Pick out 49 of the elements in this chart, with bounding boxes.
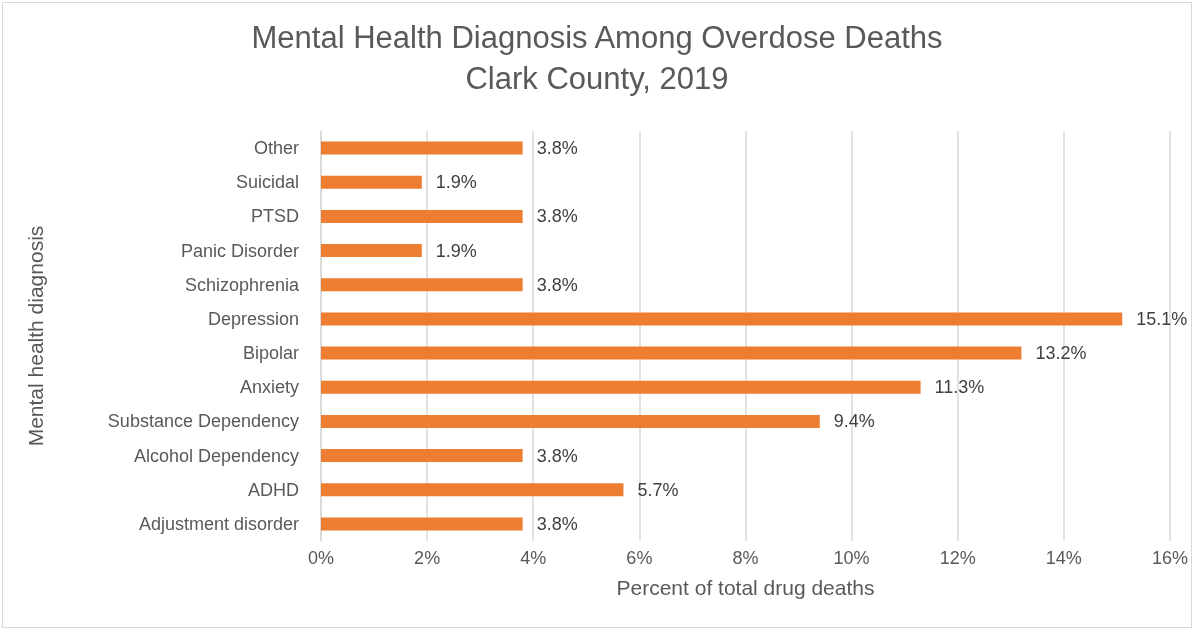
x-tick-label: 10% <box>833 548 870 568</box>
x-tick-label: 0% <box>307 548 335 568</box>
bar <box>321 278 523 292</box>
x-tick-label: 6% <box>626 548 653 568</box>
data-label: 9.4% <box>833 411 875 432</box>
bar <box>321 209 523 223</box>
y-tick-label: Depression <box>207 308 299 329</box>
bar <box>321 312 1123 326</box>
bar <box>321 414 820 428</box>
data-label: 1.9% <box>435 172 477 193</box>
chart-subtitle: Clark County, 2019 <box>465 61 729 96</box>
bar <box>321 517 523 531</box>
bar <box>321 483 624 497</box>
data-label: 3.8% <box>536 206 578 227</box>
data-label: 3.8% <box>536 138 578 159</box>
data-label: 3.8% <box>536 274 578 295</box>
x-tick-label: 14% <box>1045 548 1082 568</box>
data-label: 3.8% <box>536 445 578 466</box>
bar <box>321 346 1022 360</box>
y-tick-label: PTSD <box>250 206 299 227</box>
x-tick-label: 2% <box>414 548 441 568</box>
y-tick-label: Other <box>253 138 299 159</box>
bar <box>321 449 523 463</box>
data-label: 11.3% <box>934 377 985 398</box>
y-tick-label: Panic Disorder <box>180 240 299 261</box>
bar <box>321 141 523 155</box>
data-label: 3.8% <box>536 513 578 534</box>
y-tick-label: Schizophrenia <box>184 274 300 295</box>
bar <box>321 380 921 394</box>
bar <box>321 244 422 258</box>
y-tick-label: Suicidal <box>235 172 299 193</box>
bar <box>321 175 422 189</box>
x-tick-label: 12% <box>939 548 976 568</box>
data-label: 13.2% <box>1035 343 1087 364</box>
y-tick-label: Bipolar <box>242 343 299 364</box>
y-tick-label: Substance Dependency <box>107 411 299 432</box>
data-label: 1.9% <box>435 240 477 261</box>
y-tick-label: ADHD <box>247 479 299 500</box>
data-label: 15.1% <box>1136 308 1188 329</box>
x-tick-label: 4% <box>520 548 547 568</box>
y-tick-label: Adjustment disorder <box>138 513 299 534</box>
y-axis-title: Mental health diagnosis <box>24 225 47 447</box>
x-tick-label: 8% <box>732 548 759 568</box>
data-label: 5.7% <box>637 479 679 500</box>
chart-title: Mental Health Diagnosis Among Overdose Deaths <box>251 20 943 55</box>
y-tick-label: Alcohol Dependency <box>133 445 299 466</box>
y-tick-label: Anxiety <box>239 377 299 398</box>
x-axis-title: Percent of total drug deaths <box>616 576 875 599</box>
x-tick-label: 16% <box>1151 548 1188 568</box>
